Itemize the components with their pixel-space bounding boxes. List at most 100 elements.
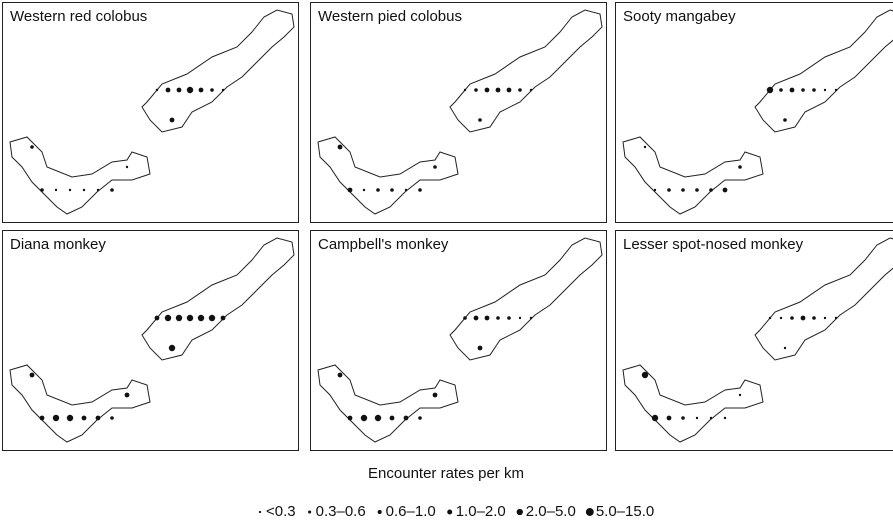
survey-dot [337, 372, 343, 378]
survey-dot [95, 415, 101, 421]
survey-dot [186, 314, 194, 322]
survey-dot [40, 188, 44, 192]
survey-dot [221, 88, 225, 92]
legend-dot [585, 508, 594, 516]
survey-dot [484, 315, 490, 321]
map-outline [9, 9, 295, 215]
survey-dot [418, 416, 422, 420]
survey-dot [155, 88, 159, 92]
survey-dot [478, 118, 482, 122]
panel-frame [2, 2, 299, 223]
survey-dot [208, 314, 216, 322]
survey-dot [376, 188, 380, 192]
title-bg [616, 3, 806, 29]
panel-title: Western red colobus [10, 8, 147, 25]
survey-dot [418, 188, 422, 192]
survey-dot [175, 314, 183, 322]
map-panel: Western red colobus [2, 2, 299, 223]
survey-dot [124, 392, 130, 398]
survey-dot [337, 144, 343, 150]
survey-dot [768, 316, 772, 320]
title-bg [3, 3, 193, 29]
survey-dot [39, 415, 45, 421]
survey-dot [68, 188, 72, 192]
map-panel: Diana monkey [2, 230, 299, 451]
survey-dot [738, 393, 742, 397]
panel-title: Sooty mangabey [623, 8, 736, 25]
survey-dot [362, 188, 366, 192]
survey-dot [403, 415, 409, 421]
survey-dot [518, 316, 522, 320]
survey-dot [432, 392, 438, 398]
map-panel: Sooty mangabey [615, 2, 893, 223]
title-bg [311, 3, 501, 29]
survey-dot [81, 415, 87, 421]
legend-dot [308, 510, 312, 514]
survey-dot [463, 88, 467, 92]
map-outline [622, 9, 893, 215]
panel-title: Western pied colobus [318, 8, 462, 25]
survey-dot [789, 87, 795, 93]
survey-dot [220, 315, 226, 321]
survey-dot [779, 316, 783, 320]
survey-dot [164, 314, 172, 322]
survey-dot [110, 188, 114, 192]
survey-dot [29, 372, 35, 378]
title-bg [3, 231, 193, 257]
survey-dot [801, 88, 805, 92]
survey-dot [709, 188, 713, 192]
survey-dot [169, 117, 175, 123]
panel-frame [615, 2, 893, 223]
survey-dot [507, 316, 511, 320]
survey-dot [125, 165, 129, 169]
legend-dot [258, 510, 262, 514]
title-bg [311, 231, 501, 257]
survey-dot [681, 416, 685, 420]
survey-dot [186, 86, 194, 94]
survey-dot [210, 88, 214, 92]
survey-dot [197, 314, 205, 322]
legend-dot [447, 509, 453, 515]
legend-title: Encounter rates per km [368, 465, 524, 482]
survey-dot [374, 414, 382, 422]
survey-dot [766, 86, 774, 94]
survey-dot [360, 414, 368, 422]
survey-dot [176, 87, 182, 93]
survey-dot [653, 188, 657, 192]
survey-dot [54, 188, 58, 192]
legend-label: 1.0–2.0 [456, 503, 506, 520]
survey-dot [779, 88, 783, 92]
survey-dot [433, 165, 437, 169]
survey-dot [783, 346, 787, 350]
map-panel: Western pied colobus [310, 2, 607, 223]
legend-label: 2.0–5.0 [526, 503, 576, 520]
survey-dot [723, 416, 727, 420]
survey-dot [110, 416, 114, 420]
map-panel: Lesser spot-nosed monkey [615, 230, 893, 451]
survey-dot [834, 316, 838, 320]
survey-dot [52, 414, 60, 422]
survey-dot [474, 88, 478, 92]
survey-dot [800, 315, 806, 321]
survey-dot [823, 88, 827, 92]
map-outline [9, 237, 295, 443]
map-outline [622, 237, 893, 443]
survey-dot [96, 188, 100, 192]
panel-title: Diana monkey [10, 236, 106, 253]
survey-dot [347, 187, 353, 193]
survey-dot [643, 145, 647, 149]
survey-dot [783, 118, 787, 122]
survey-dot [473, 315, 479, 321]
survey-dot [738, 165, 742, 169]
survey-dot [168, 344, 176, 352]
survey-dot [529, 316, 533, 320]
survey-dot [495, 87, 501, 93]
panel-title: Campbell's monkey [318, 236, 449, 253]
legend-label: 5.0–15.0 [596, 503, 654, 520]
survey-dot [390, 188, 394, 192]
title-bg [616, 231, 846, 257]
panel-title: Lesser spot-nosed monkey [623, 236, 804, 253]
survey-dot [389, 415, 395, 421]
panel-frame [2, 230, 299, 451]
